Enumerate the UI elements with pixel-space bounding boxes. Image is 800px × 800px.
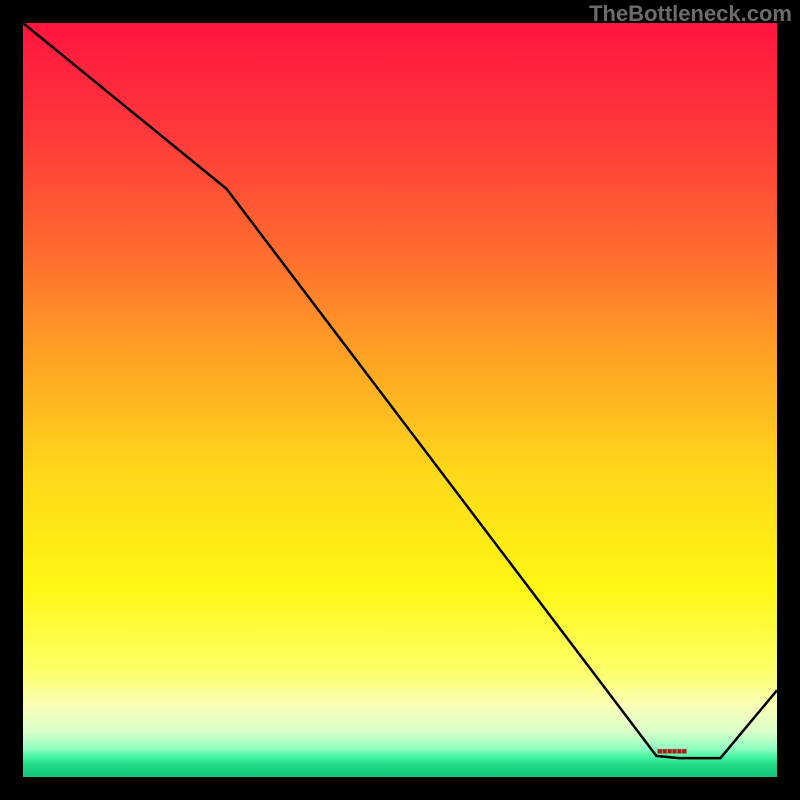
optimal-region-marker: ■■■■■■ [657,746,687,756]
watermark-text: TheBottleneck.com [589,1,792,27]
chart-container: TheBottleneck.com ■■■■■■ [0,0,800,800]
chart-svg [0,0,800,800]
plot-background [23,23,777,777]
